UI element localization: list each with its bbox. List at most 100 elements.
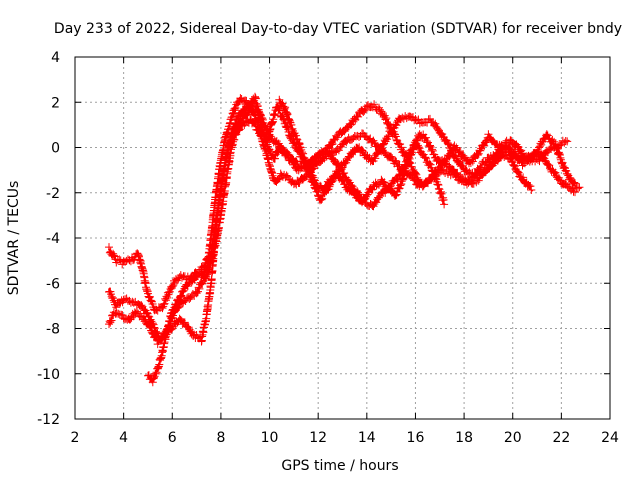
data-point [205, 268, 208, 271]
data-point [224, 135, 227, 138]
data-point [129, 300, 132, 303]
x-tick-label: 2 [71, 430, 80, 446]
data-point [317, 162, 320, 165]
data-point [200, 273, 203, 276]
data-point [370, 160, 373, 163]
data-point [424, 137, 427, 140]
data-point [375, 182, 378, 185]
data-point [239, 99, 242, 101]
data-point [516, 146, 519, 149]
data-point [278, 99, 281, 101]
data-point [407, 114, 410, 117]
data-point [346, 139, 349, 142]
y-tick-label: -8 [46, 322, 60, 338]
x-tick-label: 12 [309, 430, 327, 446]
data-point [168, 289, 171, 291]
data-point [319, 153, 322, 156]
data-point [348, 123, 351, 126]
data-point [368, 137, 371, 140]
data-point [297, 142, 300, 144]
data-point [268, 135, 271, 138]
data-point [210, 259, 213, 262]
data-point [385, 119, 388, 122]
data-point [448, 171, 451, 174]
data-point [492, 139, 495, 142]
y-tick-label: -6 [46, 276, 60, 292]
data-point [219, 157, 222, 160]
data-point [156, 368, 159, 371]
x-tick-label: 10 [261, 430, 279, 446]
data-point [261, 130, 264, 133]
data-point [224, 182, 227, 185]
x-tick-label: 8 [216, 430, 225, 446]
data-point [399, 146, 402, 149]
y-tick-label: -4 [46, 231, 60, 247]
data-point [161, 350, 164, 353]
data-point [536, 151, 538, 153]
y-tick-label: -2 [46, 186, 60, 202]
data-point [565, 185, 568, 187]
data-point [171, 309, 174, 312]
data-point [485, 169, 487, 172]
data-point [361, 200, 363, 203]
data-point [482, 144, 485, 147]
data-point [151, 379, 154, 382]
grid [75, 57, 610, 419]
data-point [249, 108, 252, 110]
data-point [477, 151, 480, 153]
data-point [275, 142, 278, 144]
x-tick-label: 18 [455, 430, 473, 446]
data-point [234, 105, 237, 108]
data-point [570, 180, 573, 183]
data-point [219, 187, 222, 190]
data-point [290, 157, 293, 160]
data-point [521, 162, 524, 165]
data-point [268, 164, 271, 167]
data-point [195, 291, 198, 294]
data-point [241, 110, 244, 113]
data-point [244, 121, 247, 124]
data-point [341, 171, 344, 174]
data-point [317, 185, 320, 187]
data-point [292, 132, 295, 135]
data-point [453, 146, 456, 149]
data-point [336, 173, 339, 176]
data-point [575, 185, 577, 187]
y-axis-label: SDTVAR / TECUs [6, 181, 22, 296]
data-point [134, 311, 137, 314]
data-point [470, 182, 473, 185]
data-point [156, 341, 159, 344]
data-point [468, 162, 470, 165]
data-point [455, 175, 458, 178]
data-point [302, 155, 305, 158]
data-point [154, 309, 157, 312]
data-point [550, 139, 553, 142]
data-point [412, 178, 414, 181]
data-point [545, 135, 548, 138]
data-point [115, 259, 118, 262]
data-point [356, 146, 359, 149]
data-point [560, 160, 563, 163]
data-point [565, 171, 568, 174]
data-point [346, 187, 349, 190]
data-point [249, 119, 252, 122]
data-point [443, 160, 446, 163]
data-point [472, 157, 475, 160]
data-point [322, 189, 324, 192]
data-point [497, 144, 500, 147]
axis-ticks [74, 56, 611, 420]
data-point [324, 155, 327, 158]
data-point [436, 126, 439, 129]
data-point [258, 132, 261, 135]
data-point [419, 132, 422, 135]
data-point [365, 194, 368, 196]
data-point [137, 252, 140, 255]
data-point [399, 182, 402, 185]
data-point [142, 316, 145, 319]
y-tick-label: 0 [51, 141, 60, 157]
data-point [137, 302, 140, 305]
data-point [392, 180, 395, 183]
data-point [239, 126, 242, 129]
data-point [433, 155, 436, 158]
data-point [502, 146, 504, 149]
